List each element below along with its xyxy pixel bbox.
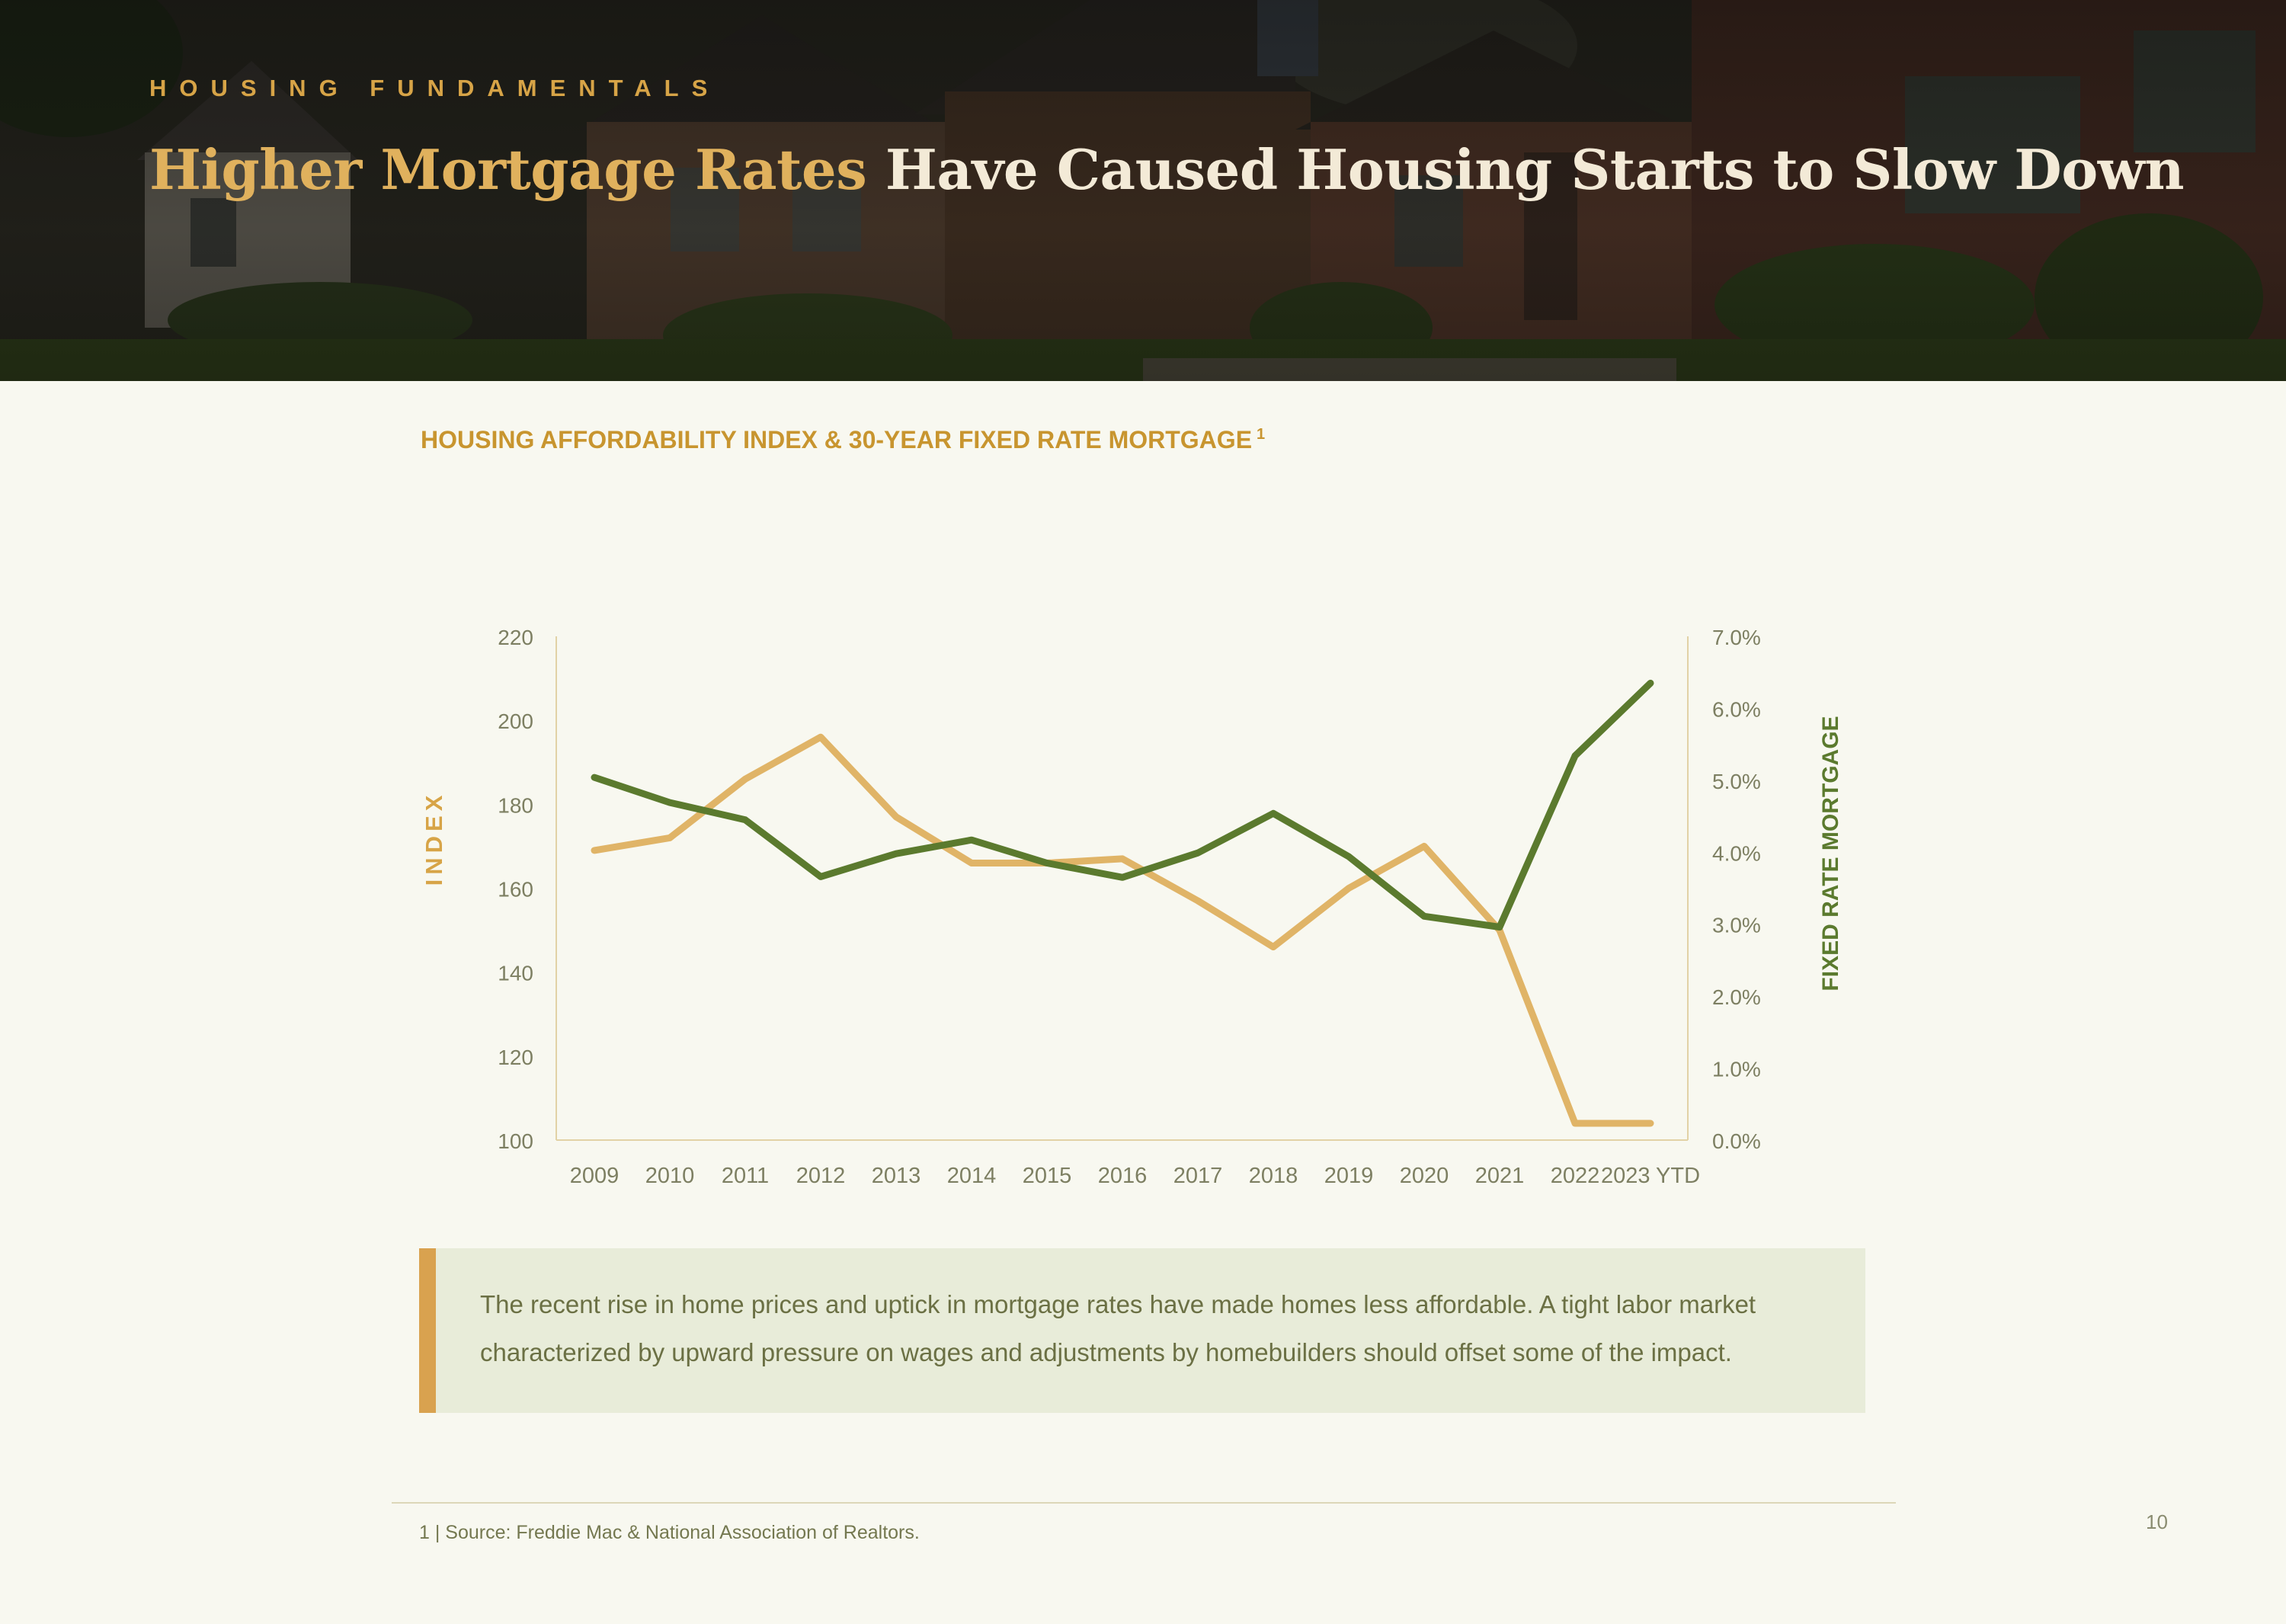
y-left-tick-label: 220 xyxy=(498,626,533,649)
callout-accent-bar xyxy=(419,1248,436,1413)
y-right-tick-label: 7.0% xyxy=(1712,626,1761,649)
y-left-tick-label: 100 xyxy=(498,1129,533,1153)
x-tick-label: 2014 xyxy=(947,1164,997,1188)
source-footnote: 1 | Source: Freddie Mac & National Assoc… xyxy=(419,1522,920,1543)
x-tick-label: 2017 xyxy=(1173,1164,1223,1188)
page-title-rest: Have Caused Housing Starts to Slow Down xyxy=(885,137,2185,202)
x-tick-label: 2009 xyxy=(570,1164,620,1188)
chart-title-text: HOUSING AFFORDABILITY INDEX & 30-YEAR FI… xyxy=(421,426,1253,453)
y-right-tick-label: 5.0% xyxy=(1712,770,1761,793)
x-tick-label: 2011 xyxy=(722,1164,769,1188)
y-left-tick-label: 140 xyxy=(498,962,533,985)
x-tick-label: 2018 xyxy=(1249,1164,1298,1188)
x-tick-label: 2020 xyxy=(1400,1164,1449,1188)
callout-text: The recent rise in home prices and uptic… xyxy=(480,1290,1756,1366)
y-left-tick-label: 180 xyxy=(498,793,533,817)
hero-overlay xyxy=(0,0,2286,381)
x-tick-label: 2021 xyxy=(1475,1164,1525,1188)
y-right-tick-label: 3.0% xyxy=(1712,914,1761,937)
y-left-axis-title: INDEX xyxy=(421,791,447,886)
hero-banner: HOUSING FUNDAMENTALS Higher Mortgage Rat… xyxy=(0,0,2286,381)
chart-title: HOUSING AFFORDABILITY INDEX & 30-YEAR FI… xyxy=(421,426,1265,454)
y-left-tick-label: 160 xyxy=(498,878,533,902)
chart-title-footnote-marker: 1 xyxy=(1257,426,1266,444)
footer-divider xyxy=(392,1502,1896,1504)
section-eyebrow: HOUSING FUNDAMENTALS xyxy=(149,75,721,101)
x-tick-label: 2010 xyxy=(645,1164,695,1188)
x-tick-label: 2016 xyxy=(1098,1164,1148,1188)
page-number: 10 xyxy=(2146,1510,2168,1533)
x-tick-label: 2022 xyxy=(1551,1164,1600,1188)
y-left-tick-label: 200 xyxy=(498,709,533,733)
x-tick-label: 2013 xyxy=(872,1164,921,1188)
y-right-tick-label: 0.0% xyxy=(1712,1129,1761,1153)
y-right-tick-label: 6.0% xyxy=(1712,697,1761,721)
y-right-tick-label: 1.0% xyxy=(1712,1058,1761,1081)
y-right-tick-label: 4.0% xyxy=(1712,841,1761,865)
x-tick-label: 2023 YTD xyxy=(1601,1164,1700,1188)
page-title-accent: Higher Mortgage Rates xyxy=(149,137,867,202)
series-line-mortgage xyxy=(591,679,1654,931)
x-tick-label: 2019 xyxy=(1324,1164,1374,1188)
y-right-axis-title: FIXED RATE MORTGAGE xyxy=(1818,716,1843,991)
y-right-tick-label: 2.0% xyxy=(1712,985,1761,1009)
callout-box: The recent rise in home prices and uptic… xyxy=(419,1248,1865,1413)
series-line-index xyxy=(591,733,1654,1127)
x-tick-label: 2012 xyxy=(796,1164,846,1188)
page-title: Higher Mortgage Rates Have Caused Housin… xyxy=(149,137,2185,202)
y-left-tick-label: 120 xyxy=(498,1046,533,1069)
x-tick-label: 2015 xyxy=(1023,1164,1072,1188)
